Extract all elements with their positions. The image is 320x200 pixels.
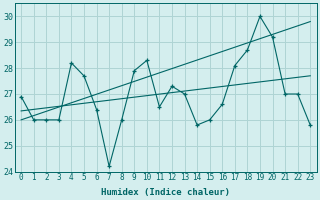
X-axis label: Humidex (Indice chaleur): Humidex (Indice chaleur) xyxy=(101,188,230,197)
